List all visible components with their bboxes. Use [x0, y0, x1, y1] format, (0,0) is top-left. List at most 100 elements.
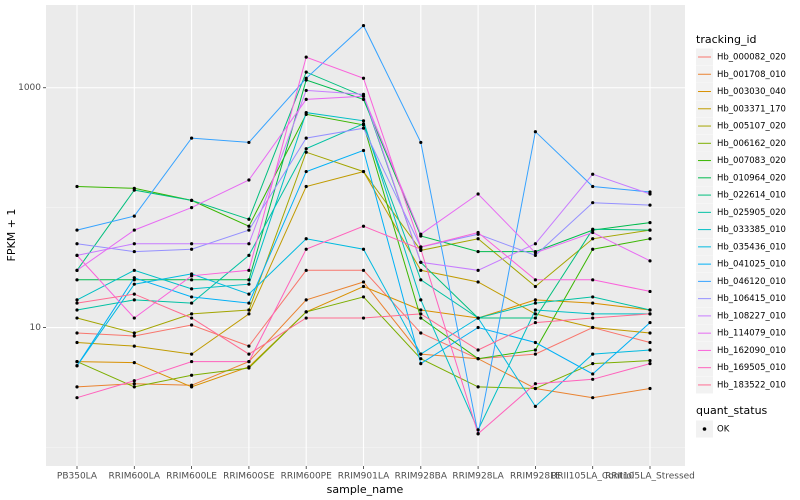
data-point	[247, 140, 251, 145]
data-point	[304, 147, 308, 151]
data-point	[591, 325, 595, 330]
data-point	[247, 292, 251, 296]
x-tick-label: RRIM928LA	[452, 472, 504, 482]
data-point	[304, 88, 308, 93]
data-point	[190, 323, 194, 327]
data-point	[132, 249, 136, 254]
legend-label: Hb_033385_010	[717, 225, 786, 235]
data-point	[591, 377, 595, 381]
data-point	[247, 312, 251, 316]
x-tick-label: RRIM600SE	[223, 472, 275, 482]
legend-label: Hb_114079_010	[717, 329, 786, 339]
legend-label: Hb_035436_010	[717, 242, 786, 252]
data-point	[247, 308, 251, 312]
data-point	[361, 122, 366, 126]
data-point	[648, 386, 652, 391]
data-point	[304, 150, 308, 154]
data-point	[132, 268, 136, 272]
data-point	[591, 396, 595, 400]
data-point	[591, 362, 595, 366]
data-point	[533, 320, 538, 325]
data-point	[75, 396, 79, 400]
data-point	[132, 316, 136, 320]
data-point	[361, 23, 366, 28]
data-point	[75, 331, 79, 335]
legend: Hb_000082_020 Hb_001708_010 Hb_003030_040 H…	[696, 48, 786, 438]
legend-label: Hb_025905_020	[717, 208, 786, 218]
data-point	[361, 316, 366, 320]
data-point	[75, 364, 79, 368]
data-point	[533, 382, 538, 386]
data-point	[361, 284, 366, 289]
data-point	[132, 292, 136, 296]
data-point	[190, 295, 194, 299]
data-point	[476, 428, 480, 432]
data-point	[132, 360, 136, 365]
data-point	[648, 203, 652, 207]
data-point	[361, 268, 366, 272]
data-point	[132, 276, 136, 280]
data-point	[247, 268, 251, 272]
data-point	[75, 308, 79, 312]
data-point	[361, 126, 366, 130]
data-point	[648, 331, 652, 335]
legend-title: tracking_id	[696, 33, 757, 46]
data-point	[476, 230, 480, 235]
data-point	[190, 316, 194, 320]
data-point	[304, 268, 308, 272]
data-point	[591, 184, 595, 189]
point-legend-title: quant_status	[696, 404, 768, 417]
data-point	[304, 169, 308, 174]
data-point	[591, 247, 595, 251]
data-point	[304, 76, 308, 80]
data-point	[419, 312, 423, 316]
data-point	[304, 310, 308, 314]
data-point	[304, 97, 308, 101]
data-point	[419, 260, 423, 264]
data-point	[247, 282, 251, 286]
data-point	[247, 217, 251, 221]
data-point	[533, 316, 538, 320]
data-point	[419, 331, 423, 335]
data-point	[190, 373, 194, 377]
axes: 10 1000 PB350LA RRIM600LA RRIM600LE RRIM600SE…	[18, 83, 695, 481]
data-point	[419, 298, 423, 302]
data-point	[591, 316, 595, 320]
data-point	[361, 295, 366, 299]
data-point	[648, 348, 652, 352]
x-axis-title: sample_name	[327, 483, 404, 496]
data-point	[591, 295, 595, 299]
data-point	[419, 247, 423, 251]
data-point	[533, 340, 538, 345]
data-point	[533, 352, 538, 356]
data-point	[190, 198, 194, 202]
x-tick-label: PB350LA	[57, 472, 98, 482]
data-point	[190, 274, 194, 278]
data-point	[533, 312, 538, 316]
data-point	[247, 278, 251, 282]
y-tick-label: 1000	[18, 83, 41, 93]
data-point	[75, 184, 79, 189]
data-point	[533, 386, 538, 391]
data-point	[304, 247, 308, 251]
data-point	[533, 404, 538, 408]
legend-label: Hb_169505_010	[717, 363, 786, 373]
data-point	[304, 111, 308, 115]
data-point	[648, 221, 652, 225]
legend-label: Hb_000082_020	[717, 53, 786, 63]
legend-label: Hb_005107_020	[717, 122, 786, 132]
data-point	[419, 232, 423, 236]
data-point	[591, 312, 595, 316]
data-point	[190, 278, 194, 282]
legend-label: Hb_108227_010	[717, 311, 786, 321]
data-point	[132, 242, 136, 246]
data-point	[361, 97, 366, 101]
data-point	[132, 298, 136, 302]
data-point	[304, 55, 308, 59]
data-point	[75, 340, 79, 345]
data-point	[247, 344, 251, 348]
data-point	[75, 316, 79, 320]
legend-label: Hb_162090_010	[717, 346, 786, 356]
legend-label: Hb_022614_010	[717, 191, 786, 201]
